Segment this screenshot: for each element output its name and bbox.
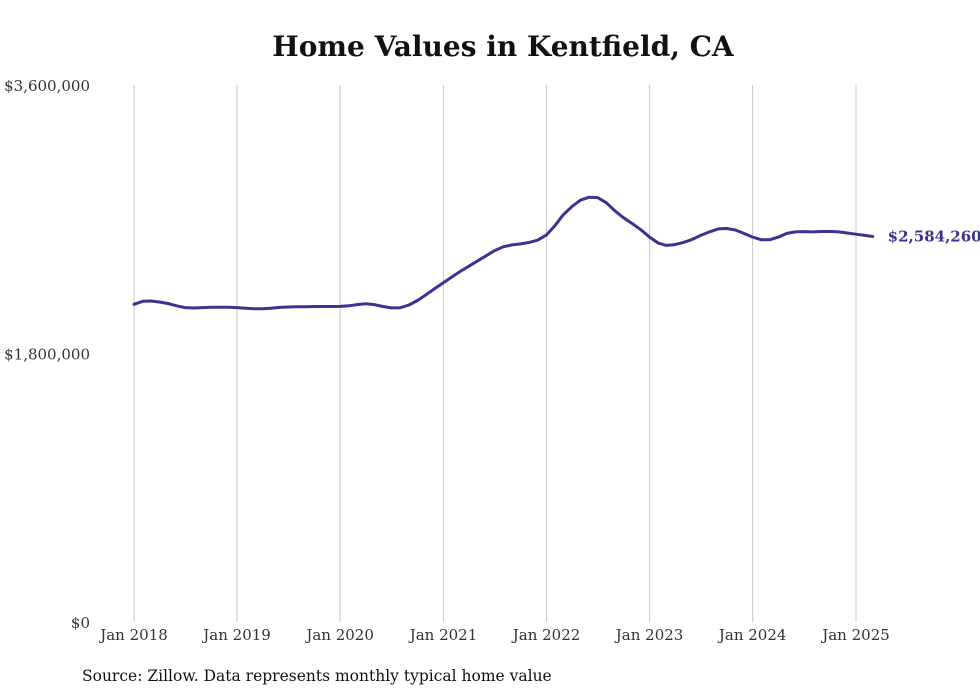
y-tick-label: $3,600,000	[4, 77, 90, 95]
chart-title: Home Values in Kentfield, CA	[272, 30, 734, 63]
series-layer: $2,584,260	[132, 195, 980, 311]
y-tick-label: $0	[71, 614, 90, 632]
x-tick-label: Jan 2023	[614, 626, 684, 644]
x-tick-label: Jan 2020	[304, 626, 374, 644]
x-tick-label: Jan 2018	[98, 626, 168, 644]
grid-lines	[133, 85, 857, 622]
y-axis-ticks: $3,600,000 $1,800,000 $0	[4, 77, 90, 632]
series-line	[132, 195, 875, 311]
x-tick-label: Jan 2025	[820, 626, 890, 644]
x-tick-label: Jan 2019	[201, 626, 271, 644]
x-axis-ticks: Jan 2018 Jan 2019 Jan 2020 Jan 2021 Jan 2022…	[98, 626, 890, 644]
source-note: Source: Zillow. Data represents monthly …	[82, 667, 552, 685]
end-value-label: $2,584,260	[888, 228, 980, 246]
x-tick-label: Jan 2021	[408, 626, 478, 644]
y-tick-label: $1,800,000	[4, 346, 90, 364]
x-tick-label: Jan 2022	[511, 626, 581, 644]
x-tick-label: Jan 2024	[717, 626, 787, 644]
